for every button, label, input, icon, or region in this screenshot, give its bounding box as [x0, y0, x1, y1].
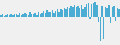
Bar [33, 14, 34, 17]
Bar [3, 16, 5, 17]
Bar [111, 7, 113, 17]
Bar [58, 12, 60, 17]
Bar [69, 8, 70, 17]
Bar [29, 12, 31, 17]
Bar [77, 6, 79, 17]
Bar [2, 14, 3, 17]
Bar [118, 9, 120, 17]
Bar [22, 14, 24, 17]
Bar [55, 11, 57, 17]
Bar [79, 8, 81, 17]
Bar [86, 4, 87, 17]
Bar [51, 10, 53, 17]
Bar [98, 17, 99, 22]
Bar [34, 13, 36, 17]
Bar [93, 3, 94, 17]
Bar [36, 15, 38, 17]
Bar [62, 10, 63, 17]
Bar [72, 7, 74, 17]
Bar [0, 15, 2, 17]
Bar [115, 17, 117, 21]
Bar [41, 13, 43, 17]
Bar [27, 15, 29, 17]
Bar [24, 13, 26, 17]
Bar [74, 5, 75, 17]
Bar [63, 8, 65, 17]
Bar [84, 7, 86, 17]
Bar [113, 6, 115, 17]
Bar [94, 2, 96, 17]
Bar [87, 3, 89, 17]
Bar [5, 15, 7, 17]
Bar [9, 15, 10, 17]
Bar [105, 7, 106, 17]
Bar [99, 17, 101, 41]
Bar [110, 17, 111, 23]
Bar [53, 13, 55, 17]
Bar [108, 5, 110, 17]
Bar [39, 14, 41, 17]
Bar [17, 15, 19, 17]
Bar [26, 14, 27, 17]
Bar [19, 13, 21, 17]
Bar [38, 12, 39, 17]
Bar [82, 9, 84, 17]
Bar [103, 17, 105, 39]
Bar [106, 8, 108, 17]
Bar [65, 9, 67, 17]
Bar [14, 14, 15, 17]
Bar [67, 7, 69, 17]
Bar [70, 6, 72, 17]
Bar [15, 14, 17, 17]
Bar [7, 14, 9, 17]
Bar [12, 15, 14, 17]
Bar [50, 12, 51, 17]
Bar [45, 13, 46, 17]
Bar [21, 15, 22, 17]
Bar [101, 6, 103, 17]
Bar [48, 12, 50, 17]
Bar [75, 7, 77, 17]
Bar [31, 14, 33, 17]
Bar [117, 8, 118, 17]
Bar [57, 9, 58, 17]
Bar [10, 14, 12, 17]
Bar [81, 5, 82, 17]
Bar [89, 17, 91, 19]
Bar [91, 4, 93, 17]
Bar [60, 9, 62, 17]
Bar [46, 10, 48, 17]
Bar [43, 11, 45, 17]
Bar [96, 5, 98, 17]
